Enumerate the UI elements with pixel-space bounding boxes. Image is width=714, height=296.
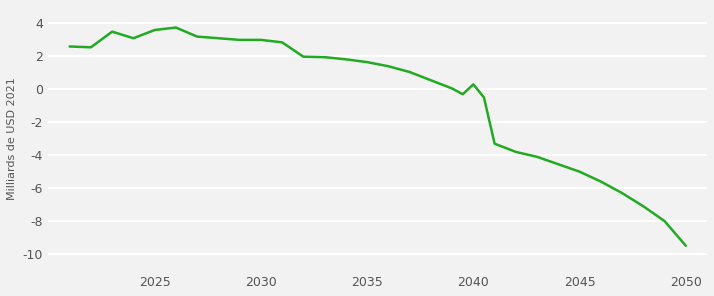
Y-axis label: Milliards de USD 2021: Milliards de USD 2021 [7,77,17,200]
